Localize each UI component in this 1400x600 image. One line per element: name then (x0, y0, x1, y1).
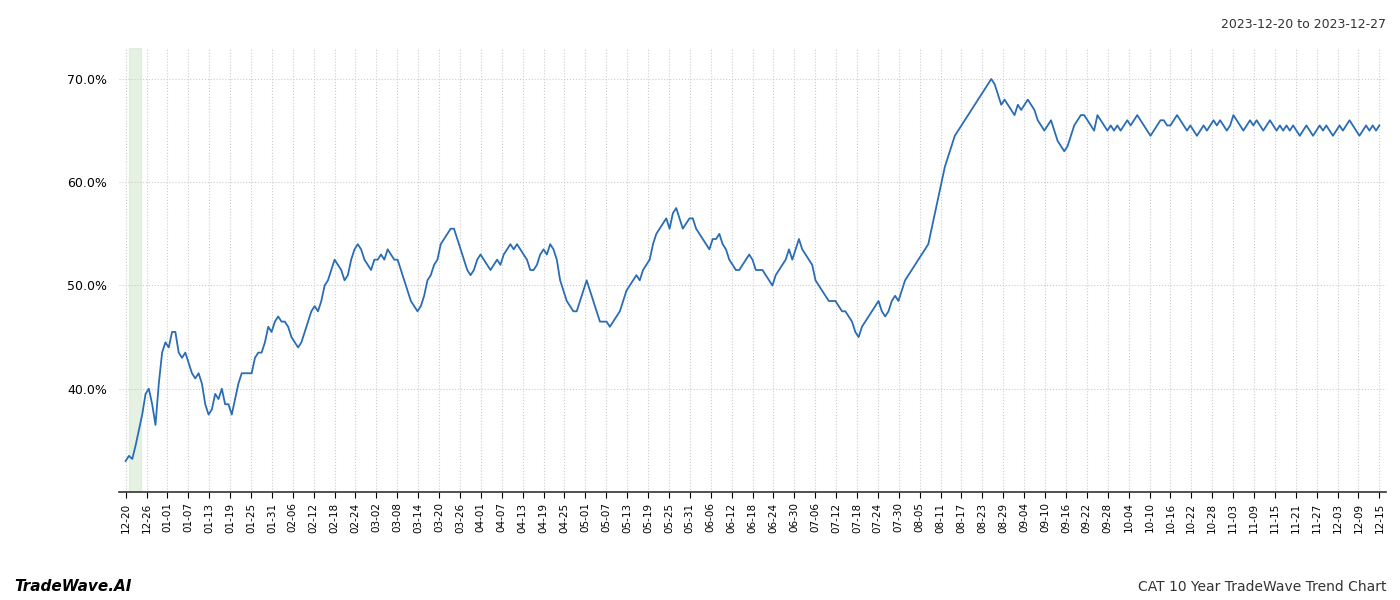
Bar (129, 48, 140, 492)
Text: TradeWave.AI: TradeWave.AI (14, 579, 132, 594)
Text: CAT 10 Year TradeWave Trend Chart: CAT 10 Year TradeWave Trend Chart (1137, 580, 1386, 594)
Text: 2023-12-20 to 2023-12-27: 2023-12-20 to 2023-12-27 (1221, 18, 1386, 31)
